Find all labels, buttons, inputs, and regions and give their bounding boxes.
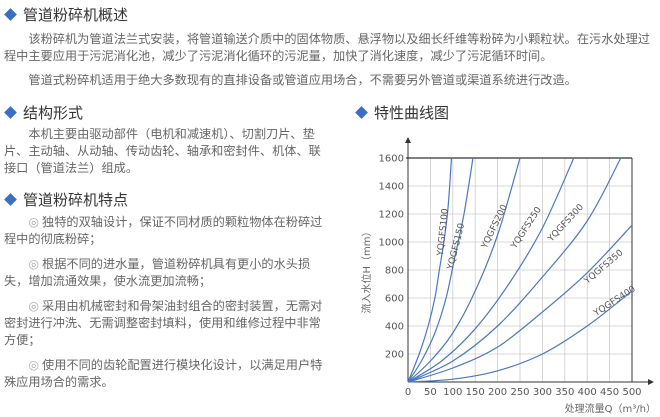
feature-text: 采用由机械密封和骨架油封组合的密封装置，无需对密封进行冲洗、无需调整密封填料，使… [4, 299, 323, 347]
x-tick-label: 100 [443, 387, 462, 398]
series-line-yqgfs350 [407, 224, 633, 383]
x-tick-label: 50 [424, 387, 437, 398]
feature-item: ◎ 使用不同的齿轮配置进行模块化设计，以满足用户特殊应用场合的需求。 [4, 357, 326, 391]
overview-paragraph-1: 该粉碎机为管道法兰式安装，将管道输送介质中的固体物质、悬浮物以及细长纤维等粉碎为… [4, 32, 650, 63]
series-line-yqgfs300 [407, 157, 622, 383]
feature-item: ◎ 采用由机械密封和骨架油封组合的密封装置，无需对密封进行冲洗、无需调整密封填料，… [4, 298, 326, 349]
y-tick-label: 200 [385, 350, 404, 361]
series-label: YQGFS250 [509, 205, 544, 251]
features-list: ◎ 独特的双轴设计，保证不同材质的颗粒物体在粉碎过程中的彻底粉碎； ◎ 根据不同的进水… [4, 214, 326, 399]
heading-text: 管道粉碎机特点 [23, 191, 129, 209]
feature-text: 独特的双轴设计，保证不同材质的颗粒物体在粉碎过程中的彻底粉碎； [4, 215, 323, 246]
heading-text: 管道粉碎机概述 [23, 6, 129, 24]
series-line-yqgfs250 [407, 157, 575, 383]
x-tick-label: 500 [622, 387, 641, 398]
y-tick-label: 1600 [379, 154, 404, 165]
feature-item: ◎ 独特的双轴设计，保证不同材质的颗粒物体在粉碎过程中的彻底粉碎； [4, 214, 326, 248]
series-line-yqgfs200 [407, 157, 521, 383]
x-tick-label: 250 [510, 387, 529, 398]
y-axis-label: 流入水位H（mm） [360, 226, 373, 313]
x-tick-label: 200 [488, 387, 507, 398]
heading-text: 结构形式 [23, 104, 84, 122]
x-tick-label: 450 [600, 387, 619, 398]
feature-item: ◎ 根据不同的进水量，管道粉碎机具有更小的水头损失，增加流通效果，使水流更加流畅； [4, 256, 326, 290]
x-axis-arrow-icon [648, 379, 654, 385]
y-tick-label: 1200 [379, 210, 404, 221]
series-line-yqgfs400 [407, 290, 633, 383]
y-axis-arrow-icon [405, 137, 411, 143]
feature-text: 根据不同的进水量，管道粉碎机具有更小的水头损失，增加流通效果，使水流更加流畅； [4, 257, 311, 288]
x-tick-label: 400 [578, 387, 597, 398]
series-line-yqgfs100 [407, 157, 453, 383]
bullet-icon: ◎ [28, 358, 40, 372]
series-label: YQGFS400 [592, 284, 638, 319]
bullet-icon: ◎ [28, 257, 40, 271]
y-tick-label: 800 [385, 266, 404, 277]
series-line-yqgfs150 [407, 157, 474, 383]
x-tick-label: 300 [533, 387, 552, 398]
y-tick-label: 400 [385, 322, 404, 333]
series-label: YQGFS350 [582, 248, 626, 287]
series-label: YQGFS150 [446, 222, 467, 272]
feature-text: 使用不同的齿轮配置进行模块化设计，以满足用户特殊应用场合的需求。 [4, 358, 323, 389]
chart-heading: 特性曲线图 [353, 102, 449, 123]
overview-heading: 管道粉碎机概述 [2, 4, 128, 25]
series-label: YQGFS100 [436, 208, 451, 258]
x-tick-label: 350 [555, 387, 574, 398]
structure-heading: 结构形式 [2, 102, 83, 123]
y-tick-label: 600 [385, 294, 404, 305]
x-tick-label: 0 [405, 387, 411, 398]
bullet-icon: ◎ [28, 299, 40, 313]
x-axis-label: 处理流量Q（m³/h） [565, 402, 656, 415]
overview-paragraph-2: 管道式粉碎机适用于绝大多数现有的直排设备或管道应用场合，不需要另外管道或渠道系统… [28, 73, 577, 87]
features-heading: 管道粉碎机特点 [2, 189, 128, 210]
y-tick-label: 1400 [379, 182, 404, 193]
bullet-icon: ◎ [28, 215, 40, 229]
x-tick-label: 150 [466, 387, 485, 398]
structure-paragraph: 本机主要由驱动部件（电机和减速机）、切割刀片、垫片、主动轴、从动轴、传动齿轮、轴… [4, 127, 321, 175]
heading-text: 特性曲线图 [374, 104, 450, 122]
y-tick-label: 1000 [379, 238, 404, 249]
